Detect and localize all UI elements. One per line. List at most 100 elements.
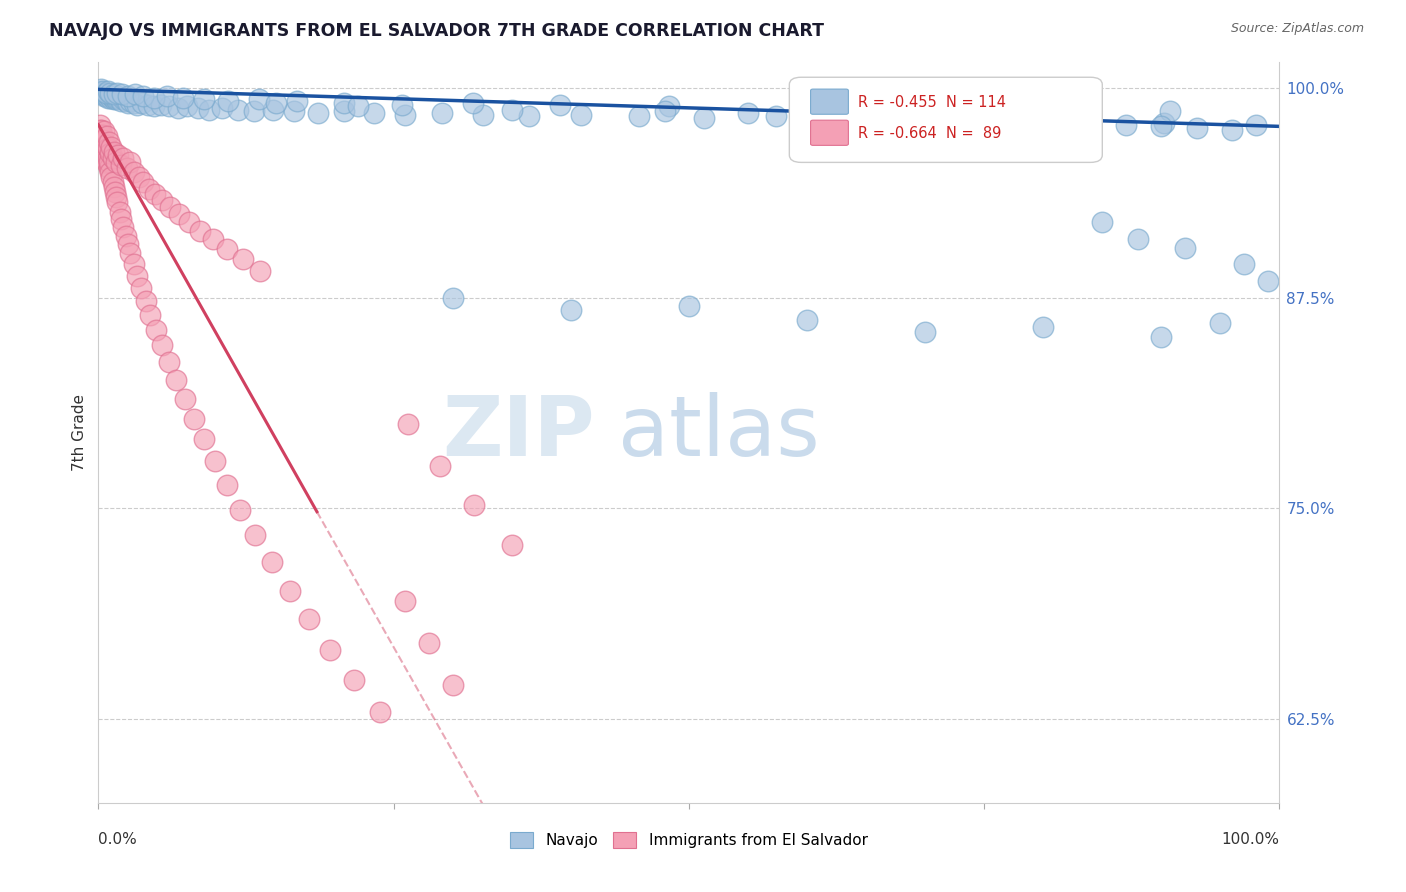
Point xyxy=(658,99,681,113)
Point xyxy=(117,89,139,103)
Point xyxy=(264,95,287,110)
Point xyxy=(124,87,146,102)
Point xyxy=(120,245,142,260)
Point xyxy=(890,109,912,123)
Point xyxy=(938,111,960,125)
Point xyxy=(247,92,270,106)
Text: 100.0%: 100.0% xyxy=(1222,831,1279,847)
Point xyxy=(101,91,124,105)
Point xyxy=(157,355,180,369)
Point xyxy=(260,555,283,569)
Point xyxy=(441,678,464,692)
Point xyxy=(139,308,162,322)
Point xyxy=(117,95,139,110)
Point xyxy=(94,137,117,152)
Point xyxy=(98,165,121,179)
Point xyxy=(193,92,215,106)
Point xyxy=(90,86,112,100)
Point xyxy=(90,128,112,142)
Point xyxy=(103,92,125,106)
Point xyxy=(285,94,308,108)
Point xyxy=(91,87,114,102)
Point xyxy=(97,87,120,102)
Point xyxy=(249,264,271,278)
Point xyxy=(229,503,252,517)
Text: R = -0.664  N =  89: R = -0.664 N = 89 xyxy=(858,126,1001,141)
Point xyxy=(938,112,960,127)
Point xyxy=(91,131,114,145)
Point xyxy=(104,91,127,105)
Point xyxy=(765,109,787,123)
Point xyxy=(363,106,385,120)
Point xyxy=(678,300,700,314)
Point xyxy=(135,294,157,309)
Point xyxy=(98,146,121,161)
Point xyxy=(217,477,239,491)
Point xyxy=(104,185,127,199)
Point xyxy=(396,417,419,432)
Point xyxy=(94,86,117,100)
Point xyxy=(93,148,115,162)
FancyBboxPatch shape xyxy=(789,78,1102,162)
Point xyxy=(156,89,179,103)
Point xyxy=(1080,116,1102,130)
Text: NAVAJO VS IMMIGRANTS FROM EL SALVADOR 7TH GRADE CORRELATION CHART: NAVAJO VS IMMIGRANTS FROM EL SALVADOR 7T… xyxy=(49,22,824,40)
Legend: Navajo, Immigrants from El Salvador: Navajo, Immigrants from El Salvador xyxy=(505,826,873,855)
Point xyxy=(89,122,111,136)
Point xyxy=(93,141,115,155)
Point xyxy=(217,242,239,256)
FancyBboxPatch shape xyxy=(811,120,848,145)
Point xyxy=(90,82,112,96)
Point xyxy=(94,153,117,167)
Point xyxy=(108,92,131,106)
Point xyxy=(132,175,155,189)
Point xyxy=(1233,257,1256,271)
Point xyxy=(342,673,364,687)
Point xyxy=(571,107,593,121)
Point xyxy=(193,433,215,447)
Point xyxy=(262,103,284,117)
Point xyxy=(150,194,173,208)
Point xyxy=(548,97,571,112)
Point xyxy=(1150,120,1173,134)
Point xyxy=(105,91,128,105)
Point xyxy=(1209,316,1232,330)
Point xyxy=(111,87,134,102)
Point xyxy=(914,325,936,339)
Point xyxy=(1008,112,1031,127)
Point xyxy=(91,84,114,98)
Point xyxy=(176,99,198,113)
Point xyxy=(165,374,187,388)
Point xyxy=(166,101,188,115)
Point xyxy=(846,111,869,125)
Point xyxy=(472,107,495,121)
Point xyxy=(103,87,125,102)
Point xyxy=(91,136,114,151)
Point xyxy=(96,87,118,102)
Point xyxy=(98,86,121,100)
Point xyxy=(245,528,267,542)
Point xyxy=(96,146,118,161)
Point xyxy=(91,143,114,157)
Point xyxy=(132,89,155,103)
Point xyxy=(204,454,226,468)
Point xyxy=(217,94,239,108)
Point xyxy=(90,122,112,136)
Point xyxy=(1153,116,1175,130)
Point xyxy=(105,154,128,169)
Text: R = -0.455  N = 114: R = -0.455 N = 114 xyxy=(858,95,1005,110)
Point xyxy=(89,118,111,132)
Point xyxy=(89,84,111,98)
Point xyxy=(105,86,128,100)
Point xyxy=(117,237,139,252)
Point xyxy=(127,97,149,112)
Point xyxy=(90,135,112,149)
Point xyxy=(91,139,114,153)
Point xyxy=(128,169,150,184)
Point xyxy=(501,103,523,117)
Point xyxy=(91,128,114,142)
Point xyxy=(955,103,977,117)
Point xyxy=(97,141,120,155)
Point xyxy=(159,200,181,214)
Point xyxy=(298,612,321,626)
